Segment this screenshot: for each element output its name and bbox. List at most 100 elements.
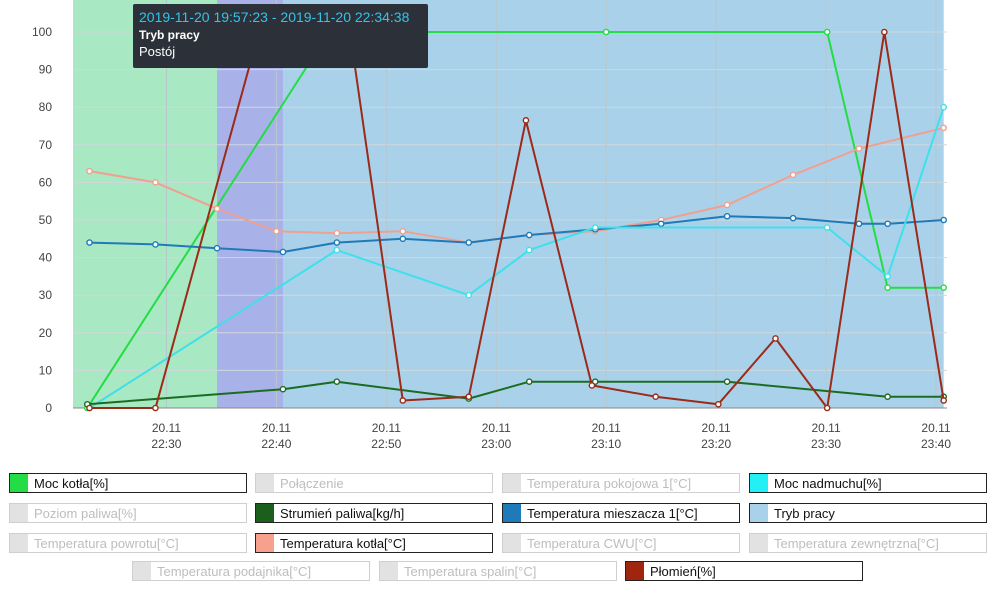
grid-lines bbox=[73, 0, 947, 409]
series-point bbox=[399, 397, 407, 404]
series-point bbox=[333, 229, 341, 237]
series-point bbox=[333, 378, 341, 385]
legend-swatch bbox=[256, 534, 274, 552]
series-point bbox=[525, 378, 533, 385]
series-point bbox=[884, 220, 891, 228]
series-line-0 bbox=[86, 31, 944, 409]
series-point bbox=[279, 385, 287, 393]
series-point bbox=[86, 167, 93, 175]
series-point bbox=[465, 291, 473, 299]
x-tick-label: 22:30 bbox=[151, 437, 181, 451]
x-tick-label: 23:40 bbox=[921, 437, 951, 451]
mode-band-2 bbox=[282, 0, 944, 408]
legend-item[interactable]: Poziom paliwa[%] bbox=[9, 503, 247, 523]
legend-swatch bbox=[750, 474, 768, 492]
x-tick-label: 20.11 bbox=[592, 421, 621, 435]
x-tick-label: 22:40 bbox=[261, 437, 291, 451]
series-point bbox=[152, 241, 159, 248]
legend-item[interactable]: Tryb pracy bbox=[749, 503, 987, 523]
series-point bbox=[855, 145, 863, 152]
legend-swatch bbox=[256, 474, 274, 492]
legend-swatch bbox=[380, 562, 398, 580]
legend-label: Moc kotła[%] bbox=[34, 475, 109, 491]
series-point bbox=[789, 214, 797, 222]
legend-item[interactable]: Temperatura mieszacza 1[°C] bbox=[502, 503, 740, 523]
legend-swatch bbox=[503, 534, 521, 552]
x-tick-label: 20.11 bbox=[811, 421, 840, 435]
legend-swatch bbox=[626, 562, 644, 580]
tooltip-range: 2019-11-20 19:57:23 - 2019-11-20 22:34:3… bbox=[139, 9, 410, 25]
series-point bbox=[823, 28, 831, 36]
legend-label: Temperatura zewnętrzna[°C] bbox=[774, 535, 939, 551]
legend-swatch bbox=[503, 504, 521, 522]
series-point bbox=[152, 404, 159, 412]
mode-bands bbox=[73, 0, 944, 408]
series-point bbox=[333, 239, 341, 246]
y-tick-label: 100 bbox=[32, 25, 52, 39]
legend-swatch bbox=[10, 474, 28, 492]
x-tick-label: 20.11 bbox=[482, 421, 511, 435]
x-tick-label: 23:00 bbox=[481, 437, 511, 451]
legend-item[interactable]: Temperatura CWU[°C] bbox=[502, 533, 740, 553]
y-tick-label: 0 bbox=[45, 401, 52, 415]
series-point bbox=[789, 171, 797, 179]
series-point bbox=[525, 246, 533, 254]
x-tick-label: 23:30 bbox=[811, 437, 841, 451]
series-point bbox=[657, 220, 665, 228]
series-lines bbox=[83, 28, 948, 412]
series-point bbox=[884, 284, 891, 291]
series-point bbox=[884, 273, 891, 280]
axes: 0 10 20 30 40 50 60 70 80 90 100 20.11 22:30 20.11 22:… bbox=[32, 25, 951, 451]
series-point bbox=[855, 220, 863, 228]
series-point bbox=[823, 224, 831, 231]
legend-label: Temperatura mieszacza 1[°C] bbox=[527, 505, 698, 521]
series-point bbox=[602, 28, 610, 36]
legend-item[interactable]: Temperatura zewnętrzna[°C] bbox=[749, 533, 987, 553]
y-tick-label: 20 bbox=[39, 326, 53, 340]
legend-item[interactable]: Płomień[%] bbox=[625, 561, 863, 581]
series-point bbox=[940, 103, 948, 111]
series-point bbox=[940, 124, 948, 132]
legend-swatch bbox=[10, 504, 28, 522]
legend-swatch bbox=[750, 534, 768, 552]
legend-item[interactable]: Temperatura powrotu[°C] bbox=[9, 533, 247, 553]
legend-item[interactable]: Temperatura pokojowa 1[°C] bbox=[502, 473, 740, 493]
legend-item[interactable]: Temperatura spalin[°C] bbox=[379, 561, 617, 581]
legend-item[interactable]: Temperatura kotła[°C] bbox=[255, 533, 493, 553]
legend-label: Płomień[%] bbox=[650, 563, 716, 579]
legend-swatch bbox=[503, 474, 521, 492]
x-tick-label: 20.11 bbox=[702, 421, 731, 435]
series-point bbox=[723, 212, 731, 220]
y-tick-label: 80 bbox=[39, 100, 53, 114]
series-point bbox=[723, 201, 731, 209]
legend-swatch bbox=[256, 504, 274, 522]
series-point bbox=[652, 393, 659, 401]
y-tick-label: 60 bbox=[39, 175, 53, 189]
series-point bbox=[86, 239, 93, 246]
legend-item[interactable]: Połączenie bbox=[255, 473, 493, 493]
legend-item[interactable]: Moc nadmuchu[%] bbox=[749, 473, 987, 493]
x-tick-label: 20.11 bbox=[921, 421, 950, 435]
series-point bbox=[213, 205, 221, 213]
y-tick-label: 90 bbox=[39, 63, 53, 77]
series-point bbox=[940, 397, 948, 404]
legend-swatch bbox=[133, 562, 151, 580]
legend-item[interactable]: Temperatura podajnika[°C] bbox=[132, 561, 370, 581]
series-point bbox=[723, 378, 731, 385]
legend-label: Poziom paliwa[%] bbox=[34, 505, 137, 521]
legend-label: Temperatura pokojowa 1[°C] bbox=[527, 475, 692, 491]
tooltip-value: Postój bbox=[139, 44, 176, 59]
chart-svg: 0 10 20 30 40 50 60 70 80 90 100 20.11 22:30 20.11 22:… bbox=[32, 0, 951, 451]
legend-label: Temperatura kotła[°C] bbox=[280, 535, 406, 551]
legend-item[interactable]: Moc kotła[%] bbox=[9, 473, 247, 493]
legend-item[interactable]: Strumień paliwa[kg/h] bbox=[255, 503, 493, 523]
series-line-3 bbox=[88, 106, 945, 409]
series-point bbox=[715, 400, 722, 408]
x-tick-label: 23:10 bbox=[591, 437, 621, 451]
series-point bbox=[772, 335, 779, 342]
series-point bbox=[152, 179, 159, 186]
legend-label: Połączenie bbox=[280, 475, 344, 491]
legend-label: Temperatura CWU[°C] bbox=[527, 535, 657, 551]
y-tick-label: 70 bbox=[39, 138, 53, 152]
